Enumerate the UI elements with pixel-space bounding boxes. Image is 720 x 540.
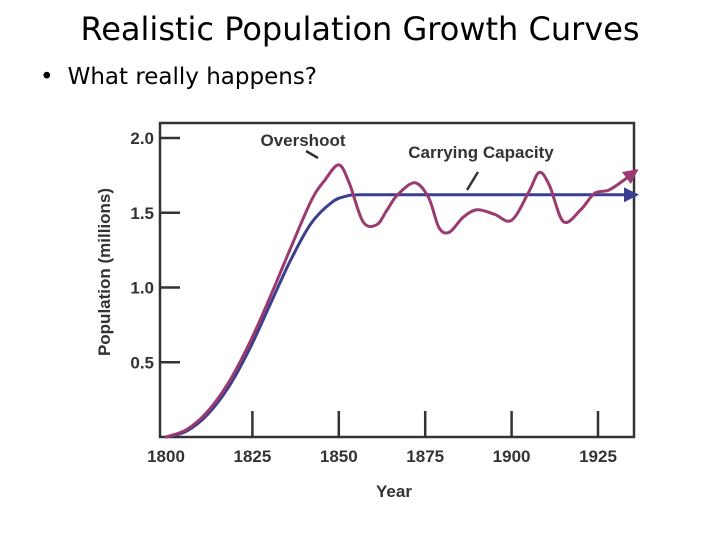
x-tick-label: 1825 bbox=[233, 447, 271, 466]
y-axis: 0.5 1.0 1.5 2.0 bbox=[130, 129, 180, 372]
x-axis-label: Year bbox=[376, 482, 412, 501]
y-tick-label: 2.0 bbox=[130, 129, 154, 148]
y-tick-label: 0.5 bbox=[130, 353, 154, 372]
x-tick-label: 1875 bbox=[406, 447, 444, 466]
carrying-capacity-series bbox=[164, 187, 639, 439]
bullet-text: What really happens? bbox=[67, 64, 318, 90]
y-tick-label: 1.5 bbox=[130, 204, 154, 223]
bullet-item: • What really happens? bbox=[40, 64, 317, 90]
x-tick-label: 1800 bbox=[147, 447, 185, 466]
overshoot-pointer bbox=[305, 149, 319, 160]
bullet-dot: • bbox=[40, 64, 54, 90]
overshoot-series bbox=[164, 163, 639, 439]
x-axis: 1800 1825 1850 1875 1900 1925 bbox=[147, 411, 617, 466]
y-tick-label: 1.0 bbox=[130, 279, 154, 298]
x-tick-label: 1925 bbox=[579, 447, 617, 466]
overshoot-label: Overshoot bbox=[260, 131, 345, 150]
carrying-capacity-pointer bbox=[465, 171, 480, 191]
x-tick-label: 1900 bbox=[493, 447, 531, 466]
y-axis-label: Population (millions) bbox=[95, 188, 114, 356]
series-group bbox=[164, 163, 639, 439]
slide-title: Realistic Population Growth Curves bbox=[80, 10, 640, 48]
plot-frame bbox=[158, 121, 636, 439]
carrying-capacity-label: Carrying Capacity bbox=[408, 143, 554, 162]
x-tick-label: 1850 bbox=[320, 447, 358, 466]
